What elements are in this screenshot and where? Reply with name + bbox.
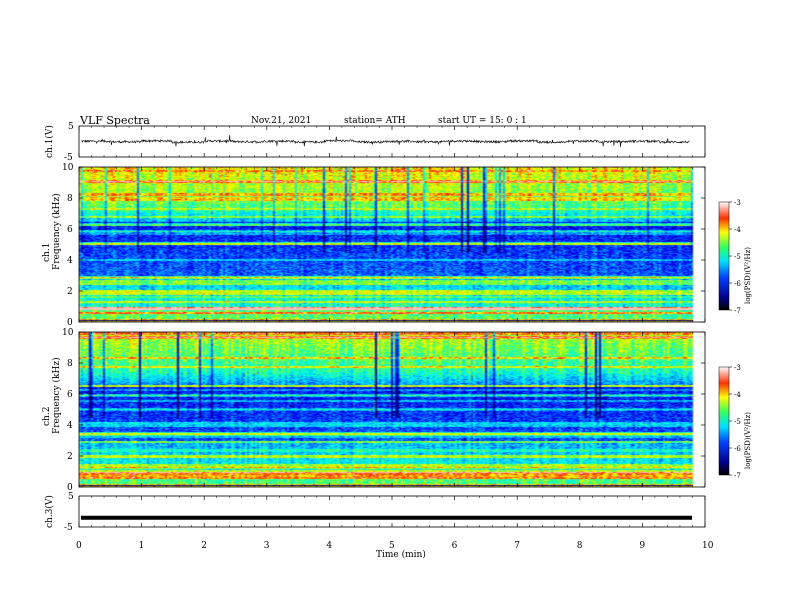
x-tick-label: 7 <box>514 541 520 551</box>
ch1-waveform-line <box>80 135 690 148</box>
colorbar-tick-label: -7 <box>734 472 741 480</box>
y-tick-label: 6 <box>67 225 73 235</box>
ch1-spectrogram-panel: 0 2 4 6 8 10 ch.1 Frequency (kHz) <box>42 163 706 328</box>
ch1-colorbar-gradient <box>718 201 730 311</box>
ch2-spec-ylabel-frequency: Frequency (kHz) <box>51 357 62 434</box>
ch3-ytick-bottom: -5 <box>64 523 73 533</box>
ch1-colorbar-label: log(PSD)(V²/Hz) <box>744 247 752 304</box>
ch2-colorbar-gradient <box>718 366 730 476</box>
y-tick-label: 2 <box>67 452 73 462</box>
y-tick-label: 10 <box>62 163 74 173</box>
y-tick-label: 10 <box>62 328 74 338</box>
ch3-waveform-panel: 5 -5 ch.3(V) <box>44 492 706 533</box>
ch1-spec-ylabel-channel: ch.1 <box>42 243 52 262</box>
y-tick-label: 6 <box>67 390 73 400</box>
ch1-spec-ylabel-frequency: Frequency (kHz) <box>51 193 62 270</box>
colorbar-tick-label: -6 <box>734 280 741 288</box>
time-axis: 0 1 2 3 4 5 6 7 8 9 10 <box>76 126 714 551</box>
ch3-wave-ylabel: ch.3(V) <box>44 495 55 528</box>
ch2-colorbar: -3 -4 -5 -6 -7 log(PSD)(V²/Hz) <box>718 364 752 480</box>
y-tick-label: 8 <box>67 359 73 369</box>
ch1-wave-ylabel: ch.1(V) <box>44 125 55 158</box>
ch3-ytick-top: 5 <box>68 492 74 502</box>
colorbar-tick-label: -3 <box>734 199 741 207</box>
ch1-waveform-trace <box>80 135 690 148</box>
ch3-waveform-frame <box>78 495 706 528</box>
colorbar-tick-label: -4 <box>734 226 741 234</box>
ch1-colorbar: -3 -4 -5 -6 -7 log(PSD)(V²/Hz) <box>718 199 752 315</box>
ch1-waveform-panel: 5 -5 ch.1(V) <box>44 122 706 163</box>
x-tick-label: 10 <box>702 541 714 551</box>
ch1-ytick-bottom: -5 <box>64 153 73 163</box>
date-label: Nov.21, 2021 <box>251 116 311 126</box>
figure-title: VLF Spectra <box>79 114 150 127</box>
x-tick-label: 9 <box>639 541 645 551</box>
x-tick-label: 2 <box>201 541 207 551</box>
y-tick-label: 0 <box>67 483 73 493</box>
y-tick-label: 8 <box>67 194 73 204</box>
colorbar-tick-label: -3 <box>734 364 741 372</box>
y-tick-label: 0 <box>67 318 73 328</box>
station-label: station= ATH <box>344 116 406 126</box>
y-tick-label: 4 <box>67 421 73 431</box>
x-tick-label: 5 <box>389 541 395 551</box>
y-tick-label: 4 <box>67 256 73 266</box>
x-tick-label: 8 <box>577 541 583 551</box>
time-axis-label: Time (min) <box>376 549 426 560</box>
ch1-ytick-top: 5 <box>68 122 74 132</box>
start-time-label: start UT = 15: 0 : 1 <box>438 116 527 126</box>
x-tick-label: 4 <box>326 541 332 551</box>
colorbar-tick-label: -4 <box>734 391 741 399</box>
ch2-colorbar-label: log(PSD)(V²/Hz) <box>744 412 752 469</box>
ch2-spectrogram-image <box>79 332 705 487</box>
x-tick-label: 3 <box>264 541 270 551</box>
x-tick-label: 0 <box>76 541 82 551</box>
ch1-spectrogram-image <box>79 167 705 322</box>
colorbar-tick-label: -5 <box>734 418 741 426</box>
colorbar-tick-label: -7 <box>734 307 741 315</box>
ch2-spectrogram-panel: 0 2 4 6 8 10 ch.2 Frequency (kHz) <box>42 328 706 493</box>
x-tick-label: 6 <box>452 541 458 551</box>
y-tick-label: 2 <box>67 287 73 297</box>
ch2-spec-ylabel-channel: ch.2 <box>42 407 52 426</box>
x-tick-label: 1 <box>139 541 145 551</box>
colorbar-tick-label: -5 <box>734 253 741 261</box>
colorbar-tick-label: -6 <box>734 445 741 453</box>
